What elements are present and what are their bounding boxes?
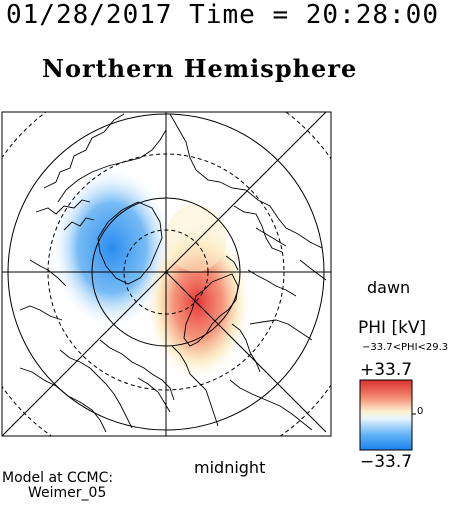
plot-title: Northern Hemisphere: [42, 54, 358, 83]
colorbar-range: −33.7<PHI<29.3: [362, 342, 449, 353]
scandinavia-coastline: [183, 273, 239, 347]
polar-map-plot: [1, 111, 332, 437]
negative-potential-cell: [50, 166, 174, 330]
colorbar-max-label: +33.7: [360, 360, 413, 380]
positive-potential-cell: [144, 222, 252, 382]
greenland-coastline: [97, 201, 163, 285]
timestamp-text: 01/28/2017 Time = 20:28:00: [6, 0, 439, 30]
model-name: Weimer_05: [28, 485, 107, 501]
model-label: Model at CCMC:: [2, 470, 114, 486]
colorbar-min-label: −33.7: [360, 452, 413, 472]
colorbar-label: PHI [kV]: [358, 318, 427, 338]
colorbar: [359, 379, 416, 451]
colorbar-zero-label: 0: [417, 406, 424, 417]
dawn-label: dawn: [367, 278, 411, 297]
midnight-label: midnight: [194, 458, 266, 477]
